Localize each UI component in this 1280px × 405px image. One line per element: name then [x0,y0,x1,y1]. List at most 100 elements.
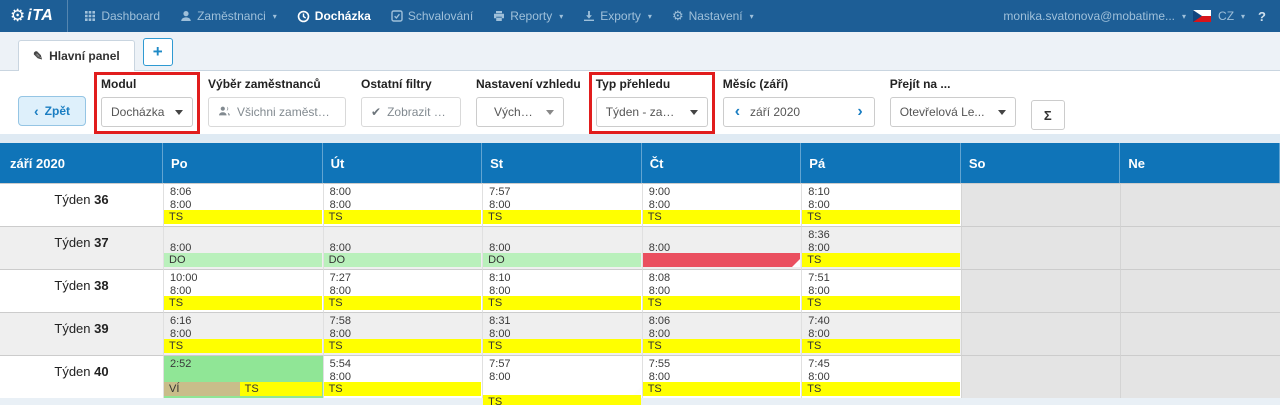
day-cell[interactable]: 8:00DO [163,226,323,269]
day-cell[interactable]: 7:558:00TS [642,355,802,398]
worked-time: 8:08 [643,272,802,285]
nav-item-zamestnanci[interactable]: Zaměstnanci ▾ [180,9,277,23]
day-cell[interactable]: 7:518:00TS [801,269,961,312]
back-button[interactable]: ‹ Zpět [18,96,86,126]
tab-hlavni-panel[interactable]: ✎ Hlavní panel [18,40,135,71]
sum-button[interactable]: Σ [1031,100,1065,130]
help-icon[interactable]: ? [1258,9,1266,24]
bar-track: TS [643,296,801,310]
attendance-bar: TS [643,296,801,310]
select-caret-icon [998,110,1006,115]
weekend-cell[interactable] [961,226,1121,269]
day-cell[interactable]: 8:008:00TS [323,183,483,226]
filters-button[interactable]: ✔ Zobrazit vše [361,97,461,127]
main-menu: Dashboard Zaměstnanci ▾ Docházka Schvalo… [84,8,753,24]
column-header: St [482,143,642,183]
weekend-cell[interactable] [1120,183,1280,226]
day-cell[interactable]: 8:318:00TS [482,312,642,355]
top-navbar: ⚙ iTA Dashboard Zaměstnanci ▾ Docházka S… [0,0,1280,32]
person-icon [180,10,192,22]
language-menu[interactable]: CZ ▾ [1218,9,1245,23]
day-cell[interactable]: 8:108:00TS [482,269,642,312]
bar-track: TS [324,382,482,396]
nav-item-schvalovani[interactable]: Schvalování [391,9,473,23]
day-cell[interactable]: 10:008:00TS [163,269,323,312]
bar-track: VÍTS [164,382,322,396]
filter-group-view-type: Typ přehledu Týden - zam... [596,77,708,127]
bar-track: TS [164,210,322,224]
attendance-bar: TS [483,395,641,405]
goto-select[interactable]: Otevřelová Le... [890,97,1016,127]
user-menu[interactable]: monika.svatonova@mobatime... ▾ [1003,9,1186,23]
day-cell[interactable]: 8:068:00TS [642,312,802,355]
view-type-select[interactable]: Týden - zam... [596,97,708,127]
appearance-select[interactable]: Výchozí [476,97,564,127]
nav-item-nastaveni[interactable]: ⚙ Nastavení ▾ [672,8,754,24]
bar-track: TS [802,253,960,267]
weekend-cell[interactable] [1120,355,1280,398]
weekend-cell[interactable] [961,312,1121,355]
day-cell[interactable]: 5:548:00TS [323,355,483,398]
nav-item-dashboard[interactable]: Dashboard [84,9,160,23]
filter-group-modul: Modul Docházka [101,77,193,127]
day-cell[interactable]: 7:278:00TS [323,269,483,312]
day-cell[interactable]: 2:52VÍTS [163,355,323,398]
column-header: Út [323,143,483,183]
column-header: Po [163,143,323,183]
worked-time: 7:27 [324,272,483,285]
day-cell[interactable]: 9:008:00TS [642,183,802,226]
attendance-bar: TS [802,382,960,396]
next-month-button[interactable]: › [855,105,864,119]
worked-time: 7:58 [324,315,483,328]
worked-time: 10:00 [164,272,323,285]
chevron-down-icon: ▾ [1241,12,1245,21]
attendance-bar: TS [324,210,482,224]
day-cell[interactable]: 8:088:00TS [642,269,802,312]
attendance-table: září 2020PoÚtStČtPáSoNeTýden 368:068:00T… [0,143,1280,398]
attendance-bar: TS [483,210,641,224]
czech-flag-icon [1193,10,1211,22]
attendance-bar: TS [324,296,482,310]
weekend-cell[interactable] [1120,226,1280,269]
bar-track: DO [483,253,641,267]
day-cell[interactable]: 7:578:00TS [482,355,642,398]
weekend-cell[interactable] [1120,269,1280,312]
week-label: Týden 39 [0,312,163,355]
filter-group-month: Měsíc (září) ‹ září 2020 › [723,77,875,127]
day-cell[interactable]: 8:108:00TS [801,183,961,226]
logo-gear-icon: ⚙ [10,0,25,32]
day-cell[interactable]: 8:00 [642,226,802,269]
week-label: Týden 37 [0,226,163,269]
add-tab-button[interactable]: + [143,38,173,66]
day-cell[interactable]: 7:408:00TS [801,312,961,355]
weekend-cell[interactable] [961,355,1121,398]
select-caret-icon [690,110,698,115]
worked-time: 6:16 [164,315,323,328]
day-cell[interactable]: 7:458:00TS [801,355,961,398]
weekend-cell[interactable] [1120,312,1280,355]
attendance-bar: TS [643,339,801,353]
day-cell[interactable]: 7:578:00TS [482,183,642,226]
nav-item-exporty[interactable]: Exporty ▾ [583,9,652,23]
week-label: Týden 38 [0,269,163,312]
modul-select[interactable]: Docházka [101,97,193,127]
weekend-cell[interactable] [961,183,1121,226]
logo-text: iTA [27,7,53,25]
day-cell[interactable]: 8:068:00TS [163,183,323,226]
attendance-bar: TS [164,296,322,310]
employees-button[interactable]: Všichni zaměstnanci [208,97,346,127]
nav-item-reporty[interactable]: Reporty ▾ [493,9,563,23]
week-label: Týden 40 [0,355,163,398]
printer-icon [493,10,505,22]
prev-month-button[interactable]: ‹ [733,105,742,119]
day-cell[interactable]: 8:368:00TS [801,226,961,269]
day-cell[interactable]: 6:168:00TS [163,312,323,355]
bar-track: TS [164,296,322,310]
nav-item-dochazka[interactable]: Docházka [297,9,371,23]
weekend-cell[interactable] [961,269,1121,312]
day-cell[interactable]: 7:588:00TS [323,312,483,355]
day-cell[interactable]: 8:00DO [323,226,483,269]
day-cell[interactable]: 8:00DO [482,226,642,269]
worked-time: 9:00 [643,186,802,199]
check-icon: ✔ [371,105,381,119]
